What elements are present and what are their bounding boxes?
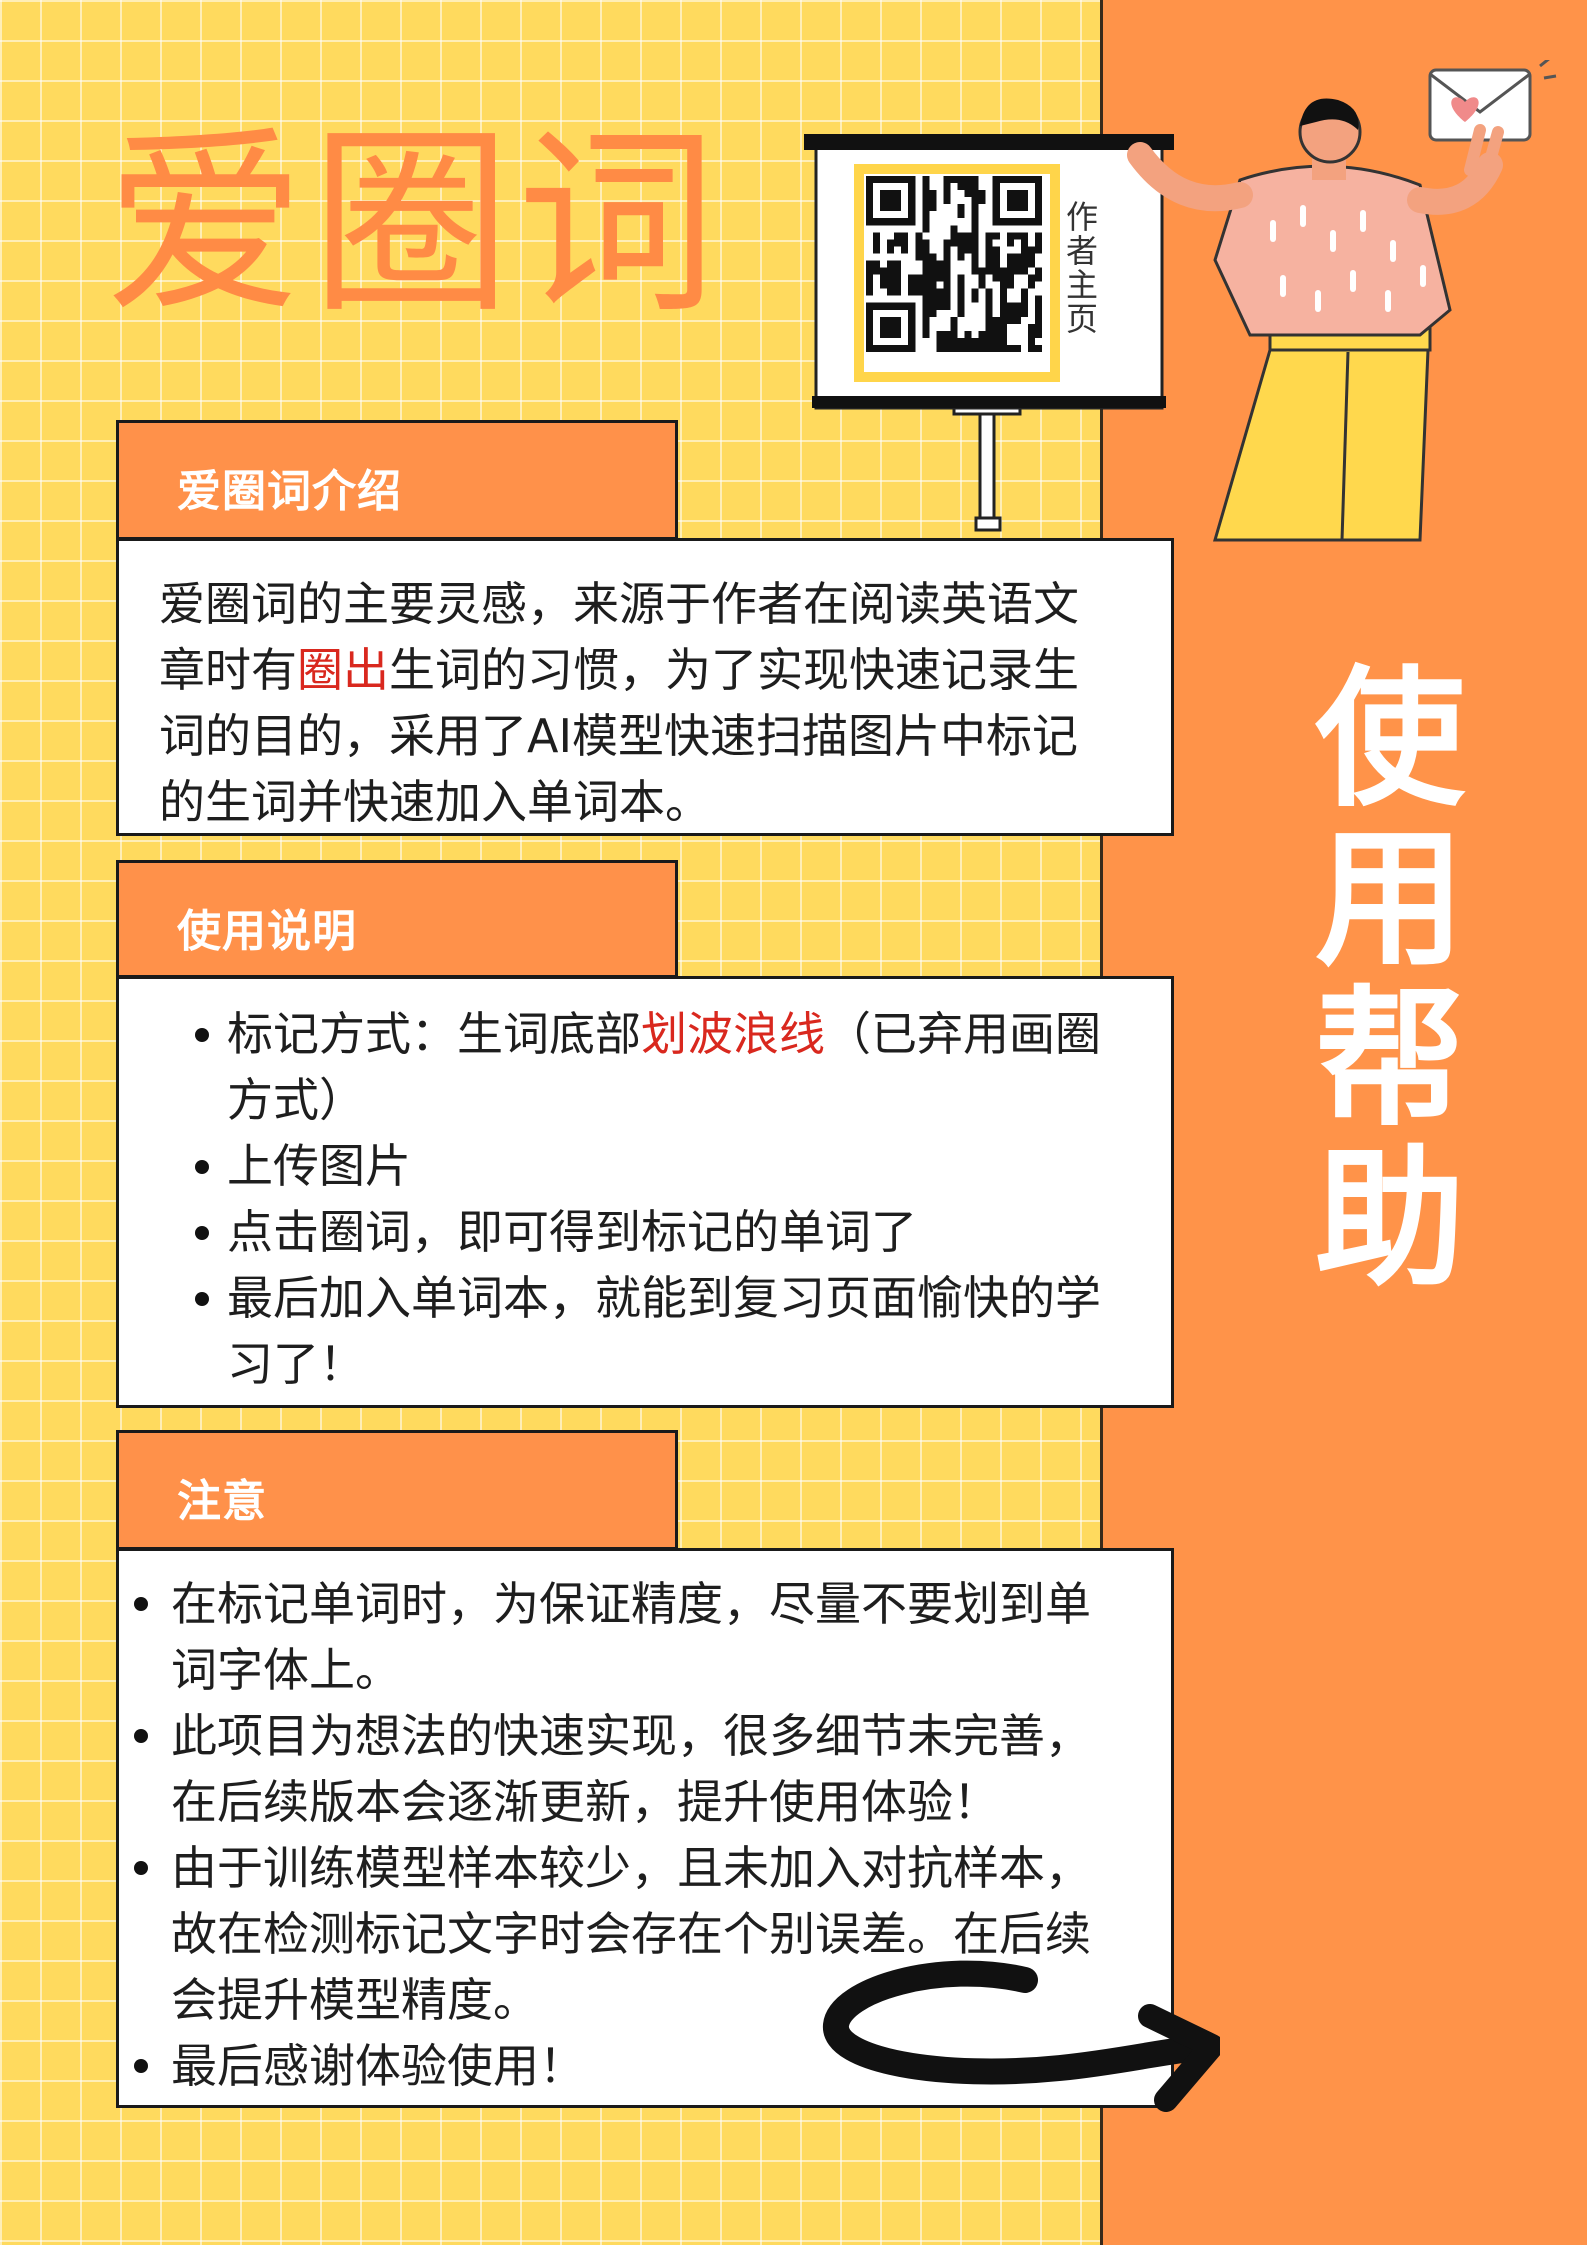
bullet [195, 1226, 209, 1240]
usage-item-line: 上传图片 [227, 1139, 411, 1193]
intro-line: 章时有圈出生词的习惯，为了实现快速记录生 [159, 643, 1079, 697]
bullet [195, 1028, 209, 1042]
bullet [134, 2059, 148, 2073]
usage-body: 标记方式：生词底部划波浪线（已弃用画圈 方式） 上传图片 点击圈词，即可得到标记… [116, 976, 1174, 1408]
notes-title: 注意 [177, 1476, 267, 1527]
bullet [195, 1160, 209, 1174]
usage-title: 使用说明 [177, 906, 357, 957]
intro-line: 的生词并快速加入单词本。 [159, 775, 711, 829]
intro-title: 爱圈词介绍 [177, 466, 402, 517]
app-title: 爱圈词 [105, 108, 724, 341]
intro-tab: 爱圈词介绍 [116, 420, 678, 540]
highlight-wavy-line: 划波浪线 [641, 1007, 825, 1061]
notes-item-line: 由于训练模型样本较少，且未加入对抗样本， [171, 1841, 1091, 1895]
usage-item-line: 方式） [227, 1073, 365, 1127]
intro-body: 爱圈词的主要灵感，来源于作者在阅读英语文 章时有圈出生词的习惯，为了实现快速记录… [116, 538, 1174, 836]
qr-code-icon[interactable] [866, 176, 1042, 352]
bullet [134, 1597, 148, 1611]
notes-body: 在标记单词时，为保证精度，尽量不要划到单 词字体上。 此项目为想法的快速实现，很… [116, 1548, 1174, 2108]
bullet [134, 1861, 148, 1875]
bullet [195, 1292, 209, 1306]
notes-item-line: 在后续版本会逐渐更新，提升使用体验！ [171, 1775, 999, 1829]
notes-item-line: 最后感谢体验使用！ [171, 2039, 585, 2093]
bullet [134, 1729, 148, 1743]
notes-item-line: 此项目为想法的快速实现，很多细节未完善， [171, 1709, 1091, 1763]
notes-tab: 注意 [116, 1430, 678, 1550]
usage-item-line: 标记方式：生词底部划波浪线（已弃用画圈 [227, 1007, 1101, 1061]
notes-item-line: 词字体上。 [171, 1643, 401, 1697]
usage-item-line: 习了！ [227, 1337, 365, 1391]
notes-item-line: 在标记单词时，为保证精度，尽量不要划到单 [171, 1577, 1091, 1631]
highlight-circle-out: 圈出 [297, 643, 389, 697]
person-illustration [1120, 56, 1560, 550]
usage-item-line: 点击圈词，即可得到标记的单词了 [227, 1205, 917, 1259]
intro-line: 爱圈词的主要灵感，来源于作者在阅读英语文 [159, 577, 1079, 631]
notes-item-line: 故在检测标记文字时会存在个别误差。在后续 [171, 1907, 1091, 1961]
qr-caption: 作者主页 [1066, 198, 1099, 338]
vertical-title: 使用帮助 [1314, 653, 1465, 1307]
notes-item-line: 会提升模型精度。 [171, 1973, 539, 2027]
curved-arrow-icon [820, 1950, 1224, 2160]
usage-tab: 使用说明 [116, 860, 678, 978]
intro-line: 词的目的，采用了AI模型快速扫描图片中标记 [159, 709, 1079, 763]
usage-item-line: 最后加入单词本，就能到复习页面愉快的学 [227, 1271, 1101, 1325]
envelope-heart-icon [1428, 56, 1557, 142]
